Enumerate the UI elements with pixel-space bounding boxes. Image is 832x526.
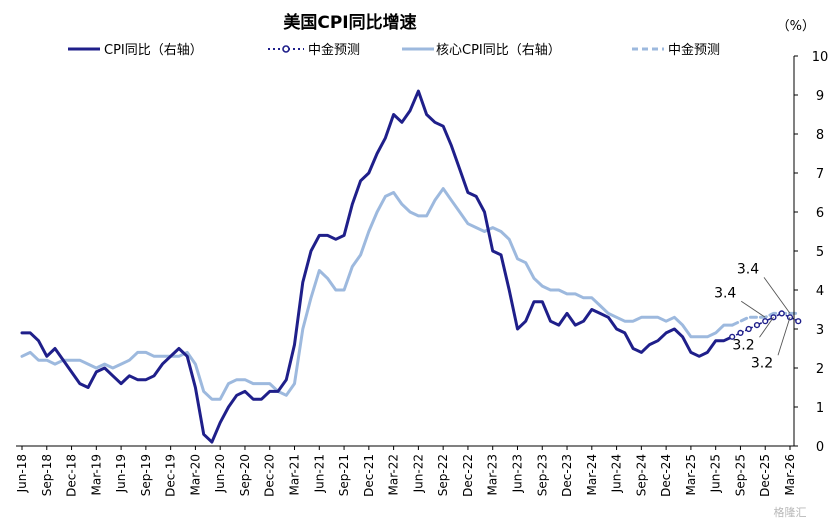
x-tick-label: Dec-22 bbox=[461, 454, 475, 497]
annotation-leader bbox=[763, 277, 791, 314]
x-tick-label: Jun-21 bbox=[312, 454, 326, 493]
y-tick-label: 5 bbox=[816, 245, 824, 260]
series-line-0 bbox=[20, 89, 734, 444]
forecast-point bbox=[737, 329, 744, 337]
forecast-point bbox=[778, 310, 785, 317]
y-tick-label: 4 bbox=[816, 284, 824, 299]
forecast-point bbox=[753, 322, 761, 329]
y-axis-right: 0 1 2 3 4 5 6 7 8 9 10 bbox=[793, 50, 829, 455]
watermark: 格隆汇 bbox=[774, 505, 807, 519]
x-tick-label: Mar-22 bbox=[387, 454, 401, 495]
y-tick-label: 8 bbox=[816, 128, 824, 143]
x-tick-label: Jun-22 bbox=[411, 454, 425, 493]
legend-item-core-forecast: 中金预测 bbox=[632, 42, 720, 58]
forecast-point bbox=[762, 318, 769, 325]
x-tick-label: Sep-21 bbox=[337, 454, 351, 496]
forecast-point bbox=[795, 318, 802, 325]
y-tick-label: 0 bbox=[816, 440, 824, 455]
y-tick-label: 6 bbox=[816, 206, 824, 221]
legend-item-cpi-forecast: 中金预测 bbox=[268, 42, 360, 58]
x-tick-label: Mar-24 bbox=[585, 454, 599, 495]
annotation-leader bbox=[759, 317, 774, 338]
legend-label-core: 核心CPI同比（右轴） bbox=[436, 43, 561, 58]
y-tick-label: 1 bbox=[816, 401, 824, 416]
x-tick-label: Dec-19 bbox=[164, 454, 178, 497]
x-axis: Jun-18 Sep-18 Dec-18 Mar-19 Jun-19 Sep-19 Dec-… bbox=[15, 445, 797, 497]
x-tick-label: Dec-23 bbox=[560, 454, 574, 497]
annotation-label: 3.4 bbox=[737, 261, 759, 277]
annotation-leader bbox=[777, 317, 791, 356]
legend: CPI同比（右轴） 中金预测 核心CPI同比（右轴） 中金预测 bbox=[68, 42, 720, 58]
x-tick-label: Jun-18 bbox=[15, 454, 29, 493]
x-tick-label: Mar-19 bbox=[89, 454, 103, 495]
x-tick-label: Jun-19 bbox=[114, 454, 128, 493]
legend-item-core: 核心CPI同比（右轴） bbox=[402, 43, 561, 58]
x-tick-label: Sep-25 bbox=[733, 454, 747, 496]
x-tick-label: Jun-25 bbox=[709, 454, 723, 493]
forecast-point bbox=[745, 325, 752, 333]
x-tick-label: Dec-24 bbox=[659, 454, 673, 497]
x-tick-label: Dec-25 bbox=[758, 454, 772, 497]
annotation-label: 3.2 bbox=[732, 337, 754, 353]
x-tick-label: Sep-20 bbox=[238, 454, 252, 496]
x-tick-label: Sep-23 bbox=[535, 454, 549, 496]
annotation-leader bbox=[740, 300, 766, 318]
y-tick-label: 10 bbox=[812, 50, 829, 65]
legend-label-cpi-forecast: 中金预测 bbox=[308, 42, 360, 58]
x-tick-label: Sep-19 bbox=[139, 454, 153, 496]
x-tick-label: Mar-25 bbox=[684, 454, 698, 495]
plot-area bbox=[20, 89, 802, 444]
legend-item-cpi: CPI同比（右轴） bbox=[68, 43, 203, 58]
x-tick-label: Sep-24 bbox=[634, 454, 648, 496]
annotation-label: 3.4 bbox=[714, 285, 736, 301]
y-tick-label: 3 bbox=[816, 323, 824, 338]
annotation-label: 3.2 bbox=[751, 355, 773, 371]
y-tick-label: 7 bbox=[816, 167, 824, 182]
x-tick-label: Jun-20 bbox=[213, 454, 227, 493]
x-tick-label: Jun-24 bbox=[610, 454, 624, 493]
y-tick-label: 2 bbox=[816, 362, 824, 377]
legend-label-core-forecast: 中金预测 bbox=[668, 42, 720, 58]
x-tick-label: Sep-22 bbox=[436, 454, 450, 496]
x-tick-label: Dec-21 bbox=[362, 454, 376, 497]
unit-label: （%） bbox=[777, 19, 815, 34]
series-line-2 bbox=[20, 187, 734, 401]
annotations: 3.43.4 3.2 3.2 bbox=[714, 261, 791, 371]
forecast-point bbox=[729, 333, 736, 340]
x-tick-label: Mar-21 bbox=[288, 454, 302, 495]
x-tick-label: Mar-20 bbox=[188, 454, 202, 495]
x-tick-label: Mar-26 bbox=[783, 454, 797, 495]
x-tick-label: Dec-20 bbox=[263, 454, 277, 497]
y-tick-label: 9 bbox=[816, 89, 824, 104]
x-tick-label: Sep-18 bbox=[40, 454, 54, 496]
legend-marker-cpi-forecast bbox=[282, 45, 290, 53]
chart-title: 美国CPI同比增速 bbox=[283, 12, 416, 33]
x-tick-label: Jun-23 bbox=[510, 454, 524, 493]
x-tick-label: Mar-23 bbox=[486, 454, 500, 495]
x-tick-label: Dec-18 bbox=[65, 454, 79, 497]
legend-label-cpi: CPI同比（右轴） bbox=[104, 43, 203, 58]
